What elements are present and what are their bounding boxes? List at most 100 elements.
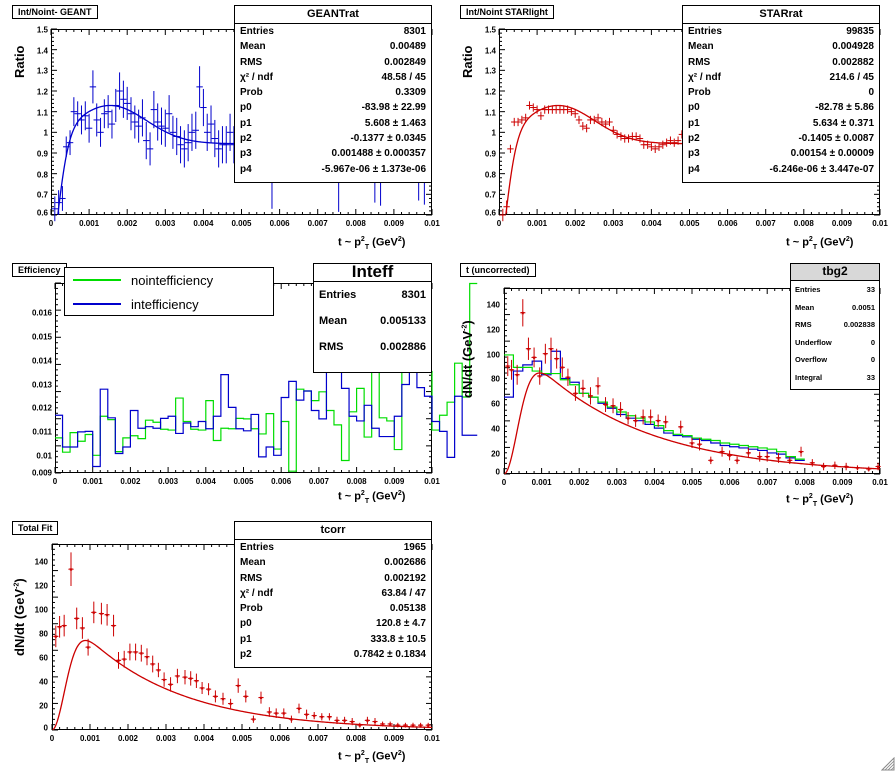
x-tick-label: 0.01 [424, 734, 440, 743]
stat-title: Inteff [314, 263, 431, 282]
x-tick-label: 0.009 [832, 478, 853, 487]
stat-row: p2 -0.1377 ± 0.0345 [235, 131, 431, 146]
stat-key: Entries [688, 26, 722, 37]
x-tick-label: 0.003 [158, 477, 179, 486]
y-tick-geant-6: 0.9 [36, 149, 48, 159]
x-label-sub: T [812, 243, 818, 251]
y-tick-tcorr-0: 140 [34, 557, 48, 567]
y-label-text: dN/dt (GeV [12, 588, 27, 656]
stat-row: RMS 0.002838 [791, 316, 879, 334]
stat-value: 0.002686 [384, 557, 426, 569]
stat-value: 0.004928 [832, 41, 874, 53]
stat-key: Integral [795, 372, 823, 382]
stat-value: 214.6 / 45 [829, 71, 874, 83]
stat-key: RMS [319, 341, 344, 353]
x-label-unit-sup: 2 [397, 750, 402, 757]
stat-row: Mean 0.005133 [314, 308, 431, 334]
y-tick-eff-1: 0.015 [31, 332, 52, 342]
stat-key: χ² / ndf [688, 71, 721, 83]
x-tick-label: 0.004 [641, 219, 662, 228]
stat-value: 0.002849 [384, 56, 426, 68]
stat-box-tbg2[interactable]: tbg2 Entries 33 Mean 0.0051 RMS 0.002838 Under… [790, 263, 880, 390]
x-label-text: t ~ p [338, 490, 361, 503]
x-label-sup: 2 [808, 236, 813, 243]
stat-key: RMS [688, 56, 711, 68]
x-tick-label: 0.006 [271, 477, 292, 486]
stat-row: p0 120.8 ± 4.7 [235, 616, 431, 631]
resize-grip-icon[interactable] [881, 757, 895, 771]
x-tick-label: 0 [52, 477, 58, 486]
stat-rows: Entries 8301 Mean 0.00489 RMS 0.002849 χ² / nd… [235, 24, 431, 177]
x-label-unit: (GeV [369, 750, 398, 763]
y-tick-geant-5: 1 [43, 128, 48, 138]
legend-efficiency[interactable]: nointefficiency intefficiency [64, 267, 274, 316]
stat-row: Prob 0.3309 [235, 85, 431, 100]
stat-key: χ² / ndf [240, 587, 273, 599]
stat-value: 0.0051 [852, 302, 875, 312]
x-label-text: t ~ p [338, 236, 361, 249]
x-label-text: t ~ p [338, 750, 361, 763]
x-label-sub: T [364, 497, 370, 505]
x-label-unit: (GeV [817, 493, 846, 506]
stat-value: -0.1377 ± 0.0345 [350, 133, 426, 145]
x-tick-label: 0 [501, 478, 507, 487]
x-tick-label: 0.008 [345, 734, 367, 743]
legend-item-nointefficiency[interactable]: nointefficiency [65, 268, 273, 292]
x-axis-label-total-fit: t ~ p2T (GeV2) [338, 750, 405, 765]
stat-box-starrat[interactable]: STARrat Entries 99835 Mean 0.004928 RMS 0.002… [682, 5, 880, 183]
stat-key: RMS [795, 320, 812, 329]
stat-value: 8301 [401, 289, 426, 301]
y-tick-eff-7: 0.009 [31, 468, 52, 478]
x-label-unit-end: ) [401, 236, 406, 249]
stat-value: 0.00154 ± 0.00009 [790, 148, 874, 160]
y-tick-geant-9: 0.6 [36, 208, 48, 218]
stat-row: Prob 0 [683, 85, 879, 100]
stat-box-geantrat[interactable]: GEANTrat Entries 8301 Mean 0.00489 RMS 0.0028… [234, 5, 432, 183]
stat-key: p4 [240, 163, 252, 175]
x-tick-label: 0.008 [793, 219, 814, 228]
x-tick-label: 0.007 [307, 734, 329, 743]
x-tick-label: 0.002 [565, 219, 586, 228]
stat-row: Entries 8301 [235, 24, 431, 39]
y-tick-geant-2: 1.3 [36, 66, 48, 76]
stat-row: χ² / ndf 214.6 / 45 [683, 70, 879, 85]
y-tick-geant-0: 1.5 [36, 25, 48, 35]
stat-title: tcorr [235, 522, 431, 540]
stat-row: p2 0.7842 ± 0.1834 [235, 647, 431, 662]
x-tick-label: 0.002 [569, 478, 590, 487]
stat-row: p1 5.634 ± 0.371 [683, 116, 879, 131]
x-axis-label-t-uncorrected: t ~ p2T (GeV2) [786, 493, 853, 508]
x-tick-label: 0.003 [155, 219, 176, 228]
y-tick-star-4: 1.1 [484, 108, 496, 118]
y-tick-star-7: 0.8 [484, 170, 496, 180]
y-axis-label-t-uncorrected: dN/dt (GeV-2) [460, 320, 475, 398]
stat-box-tcorr[interactable]: tcorr Entries 1965 Mean 0.002686 RMS 0.002192… [234, 521, 432, 668]
legend-item-intefficiency[interactable]: intefficiency [65, 292, 273, 316]
stat-box-inteff[interactable]: Inteff Entries 8301 Mean 0.005133 RMS 0.00288… [313, 263, 432, 373]
x-axis-label-efficiency: t ~ p2T (GeV2) [338, 490, 405, 505]
stat-value: 0 [870, 355, 875, 364]
stat-key: p2 [688, 133, 700, 145]
y-tick-star-6: 0.9 [484, 149, 496, 159]
x-tick-label: 0.001 [79, 219, 100, 228]
stat-value: 33 [866, 372, 875, 382]
stat-row: Integral 33 [791, 369, 879, 387]
y-tick-tcorr-7: 0 [43, 723, 48, 733]
stat-key: p1 [688, 117, 700, 129]
stat-value: 0.002886 [380, 341, 426, 353]
y-label-sup: -2 [461, 324, 469, 331]
stat-row: χ² / ndf 48.58 / 45 [235, 70, 431, 85]
stat-row: p4 -6.246e-06 ± 3.447e-07 [683, 162, 879, 177]
pad-title-geant: Int/Noint- GEANT [12, 5, 98, 19]
stat-key: Prob [240, 87, 263, 99]
y-tick-star-3: 1.2 [484, 87, 496, 97]
x-label-unit: (GeV [817, 236, 846, 249]
stat-key: p4 [688, 163, 700, 175]
y-tick-geant-4: 1.1 [36, 108, 48, 118]
y-tick-star-5: 1 [491, 128, 496, 138]
y-tick-eff-0: 0.016 [31, 308, 52, 318]
x-tick-label: 0.004 [195, 477, 216, 486]
y-axis-label-total-fit: dN/dt (GeV-2) [12, 578, 27, 656]
x-tick-label: 0.008 [794, 478, 815, 487]
